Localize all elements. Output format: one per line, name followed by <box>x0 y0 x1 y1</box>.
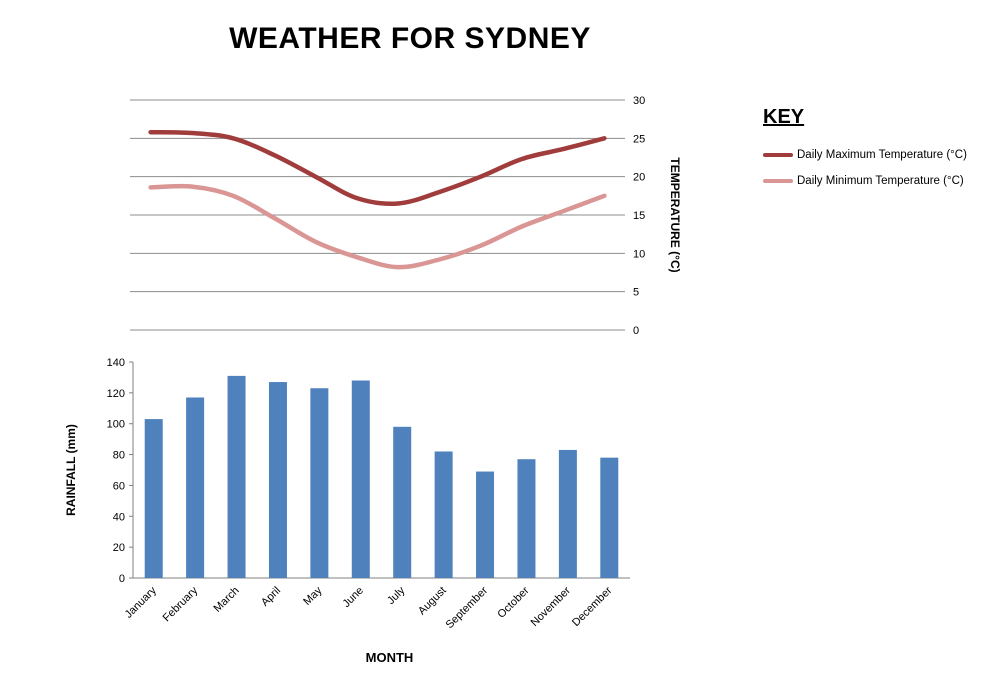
month-label: February <box>161 584 201 624</box>
rainfall-bar <box>227 375 246 578</box>
temp-tick-label: 20 <box>633 172 645 184</box>
month-label: June <box>341 585 366 610</box>
month-label: October <box>495 584 531 620</box>
temp-tick-label: 15 <box>633 210 645 222</box>
rainfall-bar <box>517 459 536 578</box>
rainfall-tick-label: 80 <box>113 450 125 462</box>
rainfall-tick-label: 100 <box>107 419 125 431</box>
month-label: December <box>570 584 615 629</box>
month-label: April <box>259 585 283 609</box>
legend-item-max-temp: Daily Maximum Temperature (°C) <box>763 149 967 161</box>
max-temp-line-swatch <box>763 153 793 157</box>
max-temp-line <box>148 129 607 206</box>
rainfall-axis-title: RAINFALL (mm) <box>64 424 78 516</box>
rainfall-bar <box>310 388 329 578</box>
rainfall-bar <box>600 457 619 578</box>
rainfall-bar <box>434 451 453 578</box>
temp-tick-label: 30 <box>633 95 645 107</box>
temperature-line-chart: 0 5 10 15 20 25 30 TEMPERATURE (°C) <box>130 95 682 337</box>
temp-tick-label: 10 <box>633 248 645 260</box>
legend-label-max-temp: Daily Maximum Temperature (°C) <box>797 149 967 161</box>
temp-tick-label: 25 <box>633 133 645 145</box>
min-temp-line-swatch <box>763 179 793 183</box>
rainfall-tick-label: 140 <box>107 357 125 369</box>
rainfall-tick-label: 120 <box>107 388 125 400</box>
chart-key: KEY Daily Maximum Temperature (°C) Daily… <box>763 106 967 201</box>
key-heading: KEY <box>763 106 805 128</box>
page-title: WEATHER FOR SYDNEY <box>229 22 591 55</box>
month-label: November <box>529 584 574 629</box>
rainfall-bar <box>186 397 205 578</box>
rainfall-bar <box>393 426 412 578</box>
legend-item-min-temp: Daily Minimum Temperature (°C) <box>763 175 967 187</box>
rainfall-bar <box>144 419 163 578</box>
rainfall-tick-label: 20 <box>113 542 125 554</box>
month-axis-title: MONTH <box>366 650 414 665</box>
month-label: September <box>444 584 491 631</box>
rainfall-tick-label: 0 <box>119 573 125 585</box>
rainfall-bar <box>351 380 370 578</box>
rainfall-bar <box>476 471 495 578</box>
rainfall-tick-label: 60 <box>113 480 125 492</box>
month-label: May <box>301 584 325 608</box>
rainfall-bar-chart: 0 20 40 60 80 100 120 140 January February March Ap… <box>64 357 630 665</box>
month-label: August <box>416 585 449 618</box>
temp-tick-label: 0 <box>633 325 639 337</box>
rainfall-bar <box>558 449 577 578</box>
temperature-axis-title: TEMPERATURE (°C) <box>668 157 682 272</box>
rainfall-bar <box>268 382 287 578</box>
rainfall-tick-label: 40 <box>113 511 125 523</box>
month-label: July <box>385 584 408 607</box>
temp-tick-label: 5 <box>633 287 639 299</box>
legend-label-min-temp: Daily Minimum Temperature (°C) <box>797 175 964 187</box>
month-label: March <box>212 585 242 615</box>
min-temp-line <box>148 183 607 270</box>
month-label: January <box>123 584 160 621</box>
